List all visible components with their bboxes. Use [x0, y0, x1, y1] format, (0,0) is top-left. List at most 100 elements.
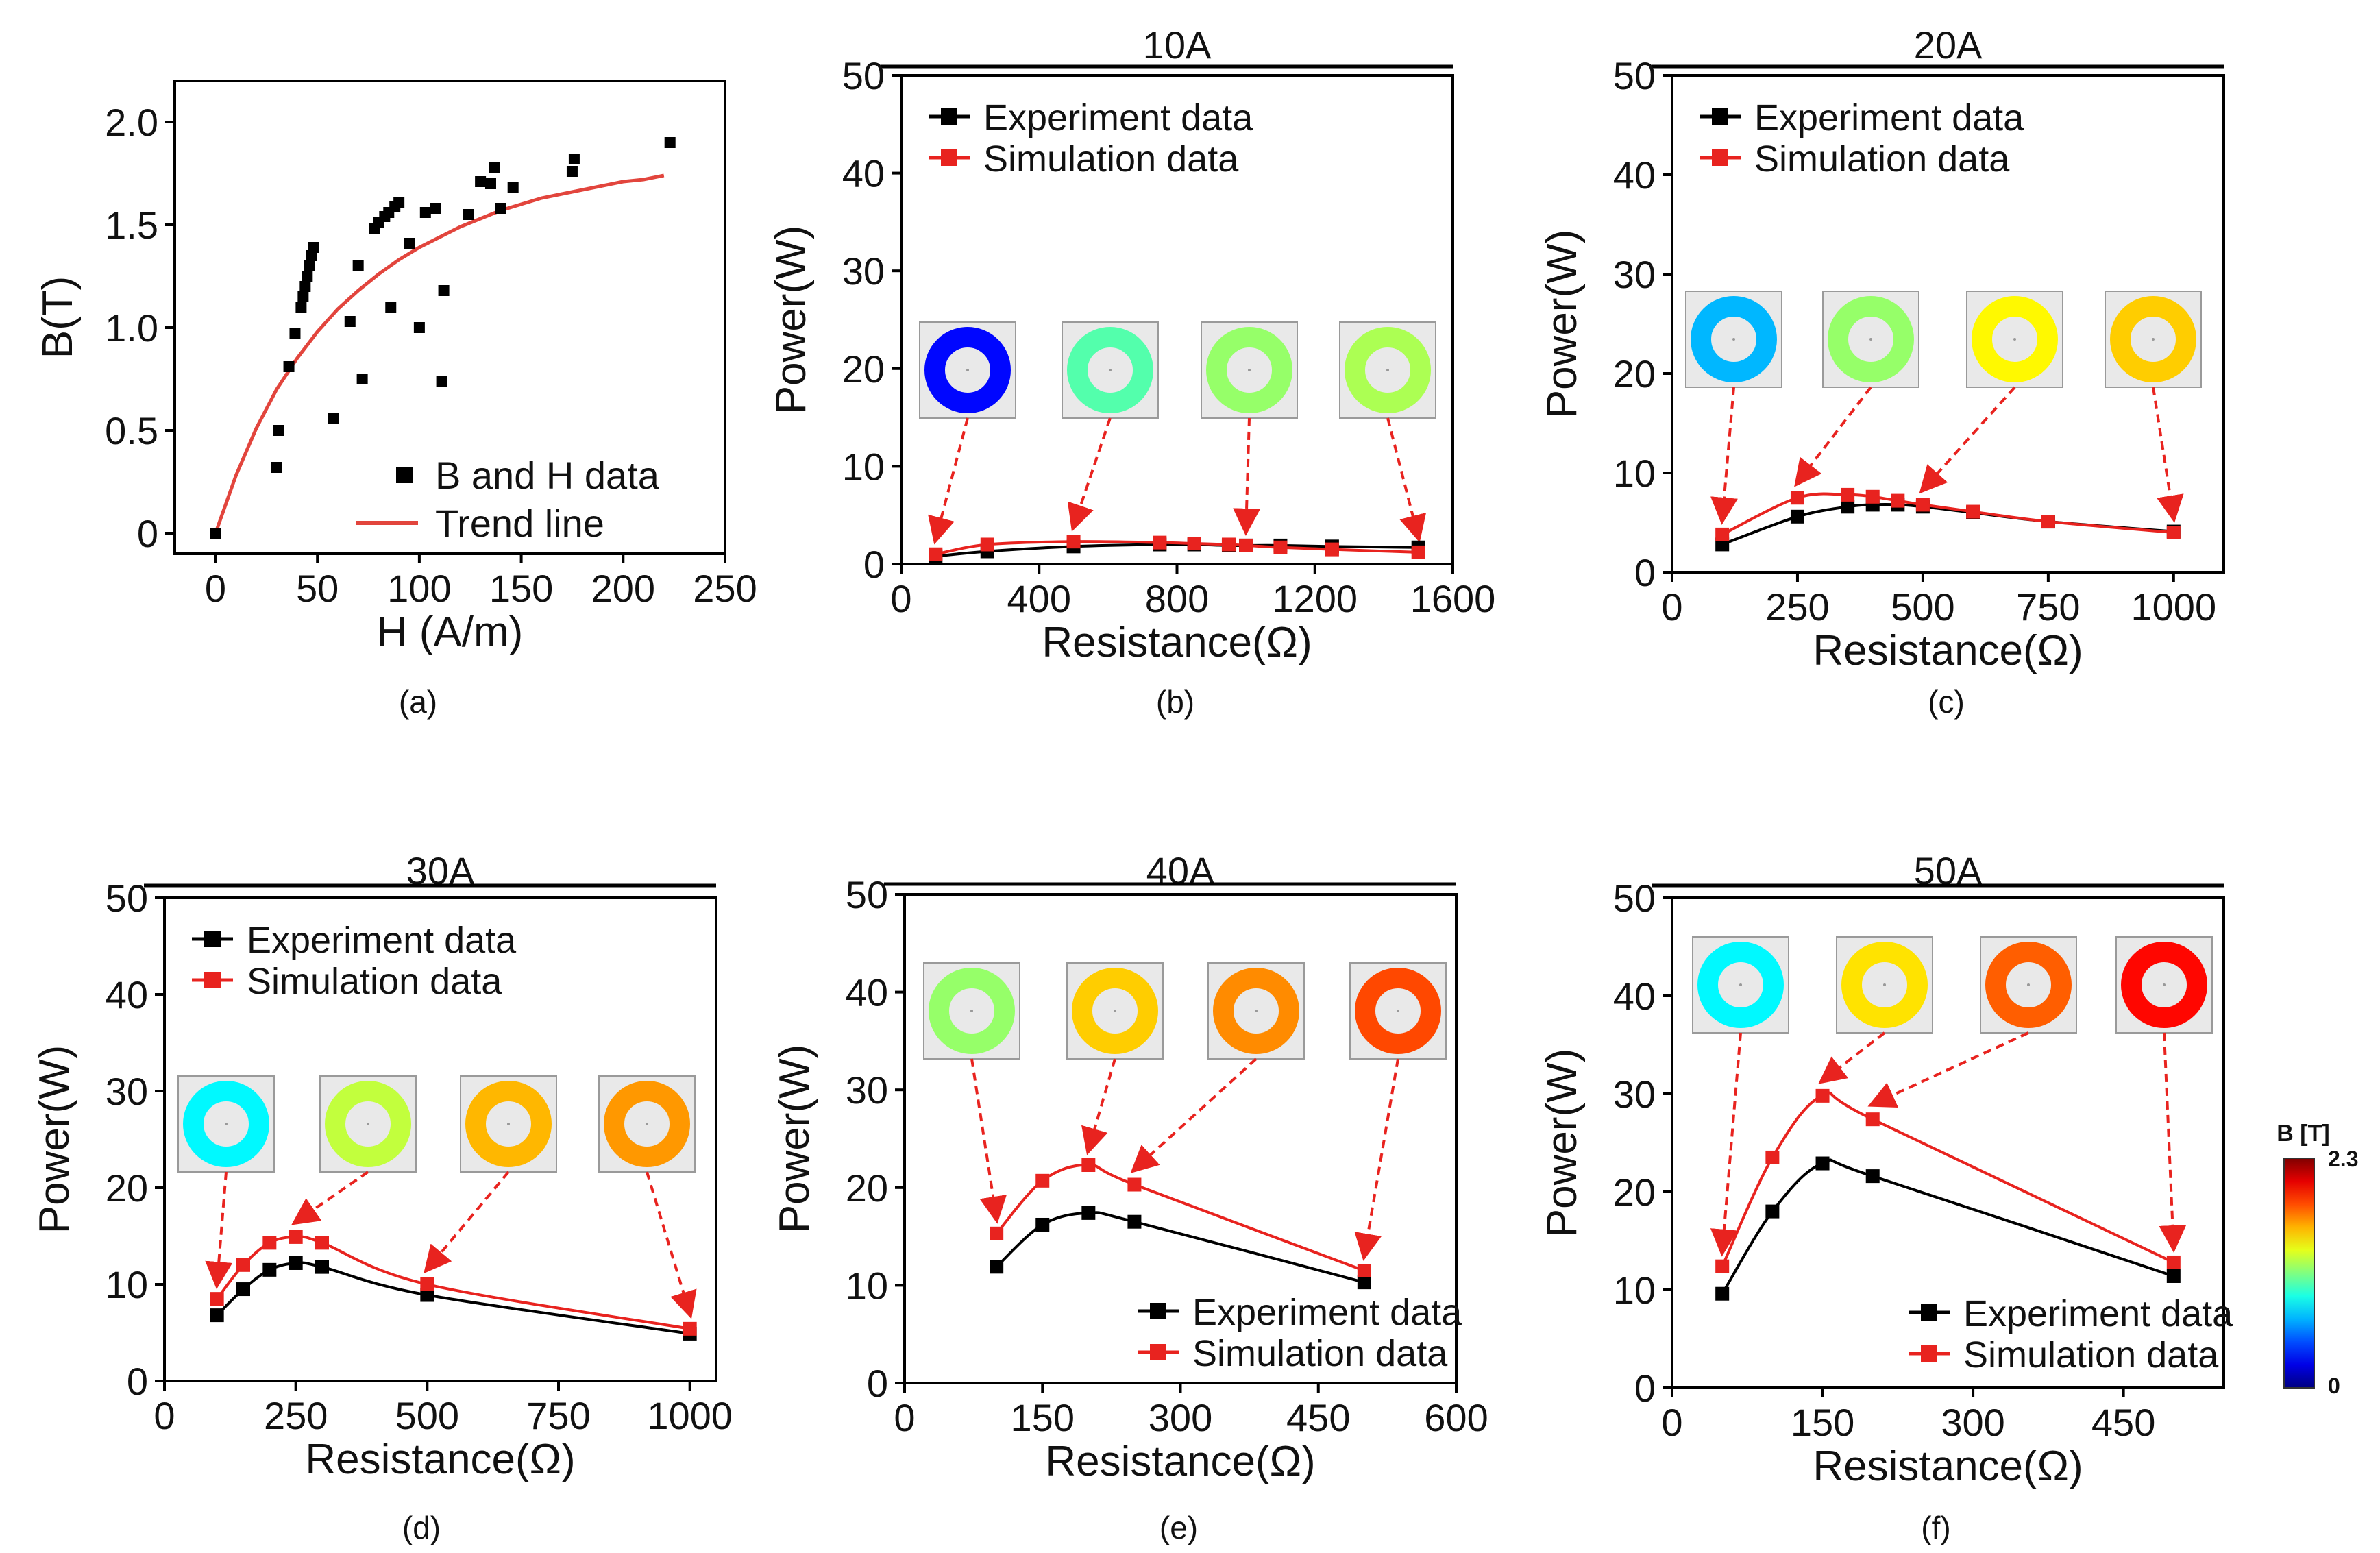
scatter-point: [436, 376, 447, 387]
y-tick-label: 40: [1613, 975, 1656, 1018]
field-ring: [604, 1081, 690, 1167]
x-tick-label: 450: [1286, 1396, 1350, 1439]
scatter-point: [352, 260, 364, 271]
field-ring: [1985, 942, 2072, 1028]
scatter-point: [328, 413, 339, 424]
colorbar-max-label: 2.3: [2328, 1147, 2358, 1171]
data-point-simulation: [1865, 489, 1880, 504]
inset-arrow: [2152, 387, 2184, 523]
inset-arrow: [1081, 1058, 1116, 1155]
panel-caption: (c): [1928, 684, 1965, 720]
data-point-simulation: [420, 1277, 434, 1291]
x-tick-label: 50: [296, 567, 339, 610]
x-tick-label: 0: [205, 567, 226, 610]
legend-label: Experiment data: [1754, 97, 2024, 138]
legend-marker: [1150, 1303, 1166, 1319]
x-tick-label: 0: [1661, 585, 1682, 628]
data-point-experiment: [1815, 1156, 1830, 1171]
legend-marker: [1150, 1344, 1166, 1360]
field-ring: [1067, 327, 1153, 413]
field-ring: [2110, 296, 2196, 382]
field-ring: [1841, 942, 1928, 1028]
y-tick-label: 0: [127, 1360, 148, 1403]
inset-arrow: [424, 1171, 510, 1274]
ring-center-dot: [1739, 983, 1742, 986]
inset-arrow: [1867, 1031, 2029, 1108]
ring-center-dot: [970, 1010, 973, 1012]
series-line-simulation: [1721, 1091, 2174, 1267]
data-point-simulation: [2041, 515, 2055, 529]
y-tick-label: 0.5: [105, 409, 158, 452]
ring-center-dot: [367, 1123, 369, 1125]
data-point-simulation: [315, 1236, 329, 1250]
data-point-simulation: [1081, 1158, 1096, 1173]
y-tick-label: 1.0: [105, 306, 158, 350]
data-point-simulation: [929, 547, 943, 561]
data-point-experiment: [262, 1262, 277, 1277]
y-tick-label: 40: [1613, 154, 1656, 197]
y-tick-label: 50: [106, 877, 148, 920]
data-point-simulation: [990, 1226, 1004, 1240]
y-tick-label: 20: [1613, 1171, 1656, 1214]
y-tick-label: 10: [1613, 452, 1656, 495]
x-tick-label: 0: [894, 1396, 915, 1439]
x-tick-label: 1200: [1272, 577, 1358, 620]
data-point-experiment: [990, 1260, 1004, 1274]
legend-label: Experiment data: [247, 920, 517, 961]
y-tick-label: 20: [842, 347, 885, 391]
x-axis-label: Resistance(Ω): [1813, 1443, 2083, 1490]
y-tick-label: 0: [1634, 1367, 1656, 1410]
series-line-experiment: [1721, 503, 2174, 546]
colorbar: B [T]2.3 0: [2277, 1121, 2358, 1398]
y-axis-label: Power(W): [1538, 1049, 1586, 1238]
colorbar-bar: [2283, 1158, 2315, 1389]
y-tick-label: 10: [106, 1263, 148, 1306]
y-tick-label: 50: [846, 873, 888, 916]
legend-marker: [1712, 108, 1728, 125]
ring-center-dot: [1732, 338, 1735, 341]
scatter-point: [507, 182, 519, 193]
scatter-point: [385, 302, 397, 313]
ring-center-dot: [225, 1123, 228, 1125]
x-tick-label: 400: [1007, 577, 1071, 620]
data-point-simulation: [1273, 540, 1288, 554]
field-ring: [924, 327, 1011, 413]
data-point-simulation: [1891, 493, 1905, 508]
data-point-simulation: [1127, 1177, 1142, 1192]
legend-label: Experiment data: [1963, 1293, 2233, 1334]
ring-center-dot: [1869, 338, 1872, 341]
series-line-simulation: [216, 1235, 691, 1330]
data-point-experiment: [1715, 1286, 1730, 1301]
legend-label-trend: Trend line: [435, 502, 604, 545]
data-point-simulation: [1790, 491, 1804, 505]
x-tick-label: 0: [1661, 1401, 1682, 1444]
ring-center-dot: [1386, 369, 1389, 371]
x-tick-label: 750: [526, 1394, 590, 1437]
data-point-simulation: [2166, 1255, 2181, 1269]
panel-caption: (d): [402, 1510, 441, 1545]
x-tick-label: 1000: [647, 1394, 733, 1437]
y-tick-label: 50: [842, 54, 885, 97]
x-axis-label: Resistance(Ω): [305, 1436, 575, 1483]
field-ring: [1691, 296, 1777, 382]
ring-center-dot: [2013, 338, 2016, 341]
data-point-simulation: [1915, 498, 1930, 512]
scatter-point: [273, 425, 284, 436]
inset-arrow: [928, 417, 969, 545]
x-tick-label: 150: [1011, 1396, 1075, 1439]
y-tick-label: 30: [842, 249, 885, 293]
field-ring: [1213, 968, 1299, 1054]
scatter-point: [283, 361, 295, 372]
inset-arrow: [1386, 417, 1427, 543]
y-tick-label: 20: [106, 1166, 148, 1210]
y-tick-label: 1.5: [105, 204, 158, 247]
data-point-simulation: [683, 1321, 697, 1336]
plot-frame: [163, 896, 717, 1382]
y-tick-label: 50: [1613, 54, 1656, 97]
data-point-experiment: [1841, 500, 1855, 514]
y-tick-label: 20: [1613, 352, 1656, 395]
y-tick-label: 40: [106, 973, 148, 1016]
inset-arrow: [2159, 1032, 2187, 1253]
legend-marker: [941, 108, 957, 125]
data-point-simulation: [1841, 487, 1855, 502]
